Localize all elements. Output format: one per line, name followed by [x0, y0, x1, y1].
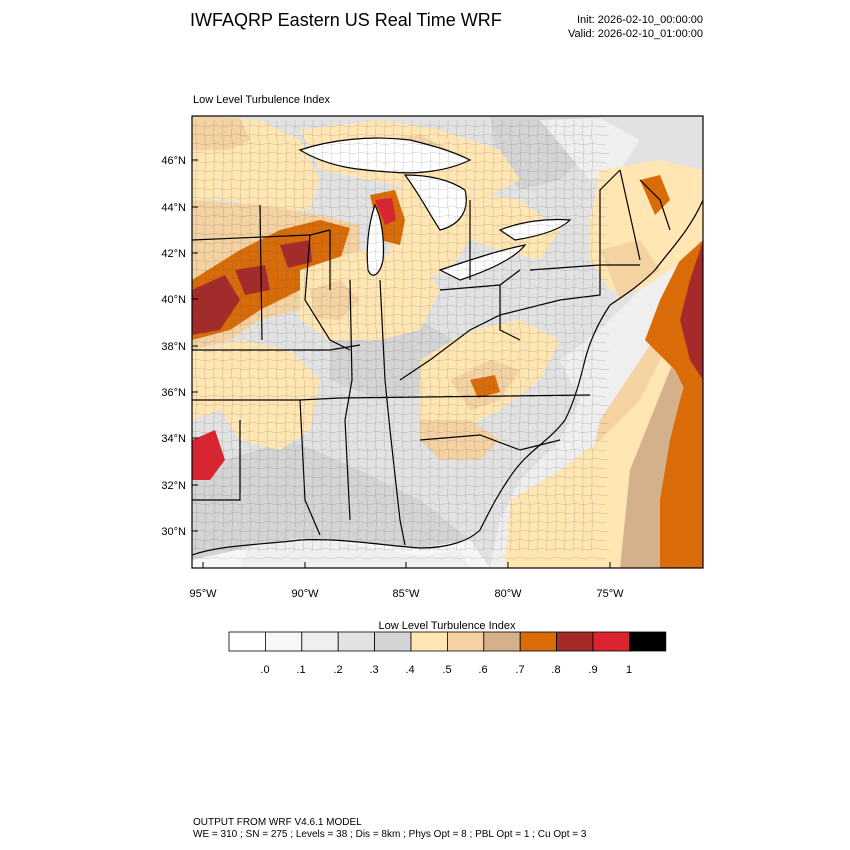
- colorbar-box: [446, 631, 485, 652]
- colorbar-label: .0: [260, 664, 269, 676]
- lat-label: 40°N: [161, 294, 186, 306]
- latitude-labels: 46°N 44°N 42°N 40°N 38°N 36°N 34°N 32°N …: [161, 155, 186, 538]
- init-time: Init: 2026-02-10_00:00:00: [577, 14, 703, 26]
- colorbar-label: .5: [442, 664, 451, 676]
- colorbar-label: .4: [405, 664, 414, 676]
- colorbar-box: [264, 631, 303, 652]
- colorbar-box: [410, 631, 448, 652]
- colorbar-title: Low Level Turbulence Index: [379, 620, 516, 632]
- valid-time: Valid: 2026-02-10_01:00:00: [568, 28, 703, 40]
- lat-label: 46°N: [161, 155, 186, 167]
- lon-label: 75°W: [596, 588, 624, 600]
- colorbar-box: [556, 631, 594, 652]
- lon-label: 80°W: [494, 588, 522, 600]
- colorbar-label: .8: [551, 664, 560, 676]
- axis-ticks: [192, 159, 611, 568]
- colorbar-box: [483, 631, 521, 652]
- colorbar-label: .3: [369, 664, 378, 676]
- colorbar-box: [629, 631, 667, 652]
- colorbar-label: .7: [515, 664, 524, 676]
- colorbar-label: 1: [626, 664, 632, 676]
- colorbar-labels: .0 .1 .2 .3 .4 .5 .6 .7 .8 .9 1: [260, 664, 632, 676]
- map-frame: [191, 115, 704, 569]
- lat-label: 36°N: [161, 387, 186, 399]
- lat-label: 34°N: [161, 433, 186, 445]
- lat-label: 38°N: [161, 341, 186, 353]
- county-lines: [192, 120, 610, 560]
- lon-label: 90°W: [291, 588, 319, 600]
- lat-label: 32°N: [161, 480, 186, 492]
- lat-label: 44°N: [161, 202, 186, 214]
- lat-label: 42°N: [161, 248, 186, 260]
- lat-label: 30°N: [161, 526, 186, 538]
- colorbar-label: .9: [588, 664, 597, 676]
- colorbar-box: [301, 631, 339, 652]
- footer-config-line: WE = 310 ; SN = 275 ; Levels = 38 ; Dis …: [193, 829, 587, 840]
- lon-label: 95°W: [189, 588, 217, 600]
- field-label: Low Level Turbulence Index: [193, 94, 330, 106]
- colorbar-box: [592, 631, 630, 652]
- main-title: IWFAQRP Eastern US Real Time WRF: [190, 10, 502, 30]
- colorbar: [228, 631, 667, 652]
- colorbar-box: [519, 631, 558, 652]
- footer-model-line: OUTPUT FROM WRF V4.6.1 MODEL: [193, 817, 362, 828]
- lon-label: 85°W: [392, 588, 420, 600]
- colorbar-box: [228, 631, 266, 652]
- longitude-labels: 95°W 90°W 85°W 80°W 75°W: [189, 588, 624, 600]
- colorbar-label: .1: [296, 664, 305, 676]
- colorbar-box: [374, 631, 412, 652]
- colorbar-box: [337, 631, 376, 652]
- colorbar-label: .2: [333, 664, 342, 676]
- colorbar-label: .6: [478, 664, 487, 676]
